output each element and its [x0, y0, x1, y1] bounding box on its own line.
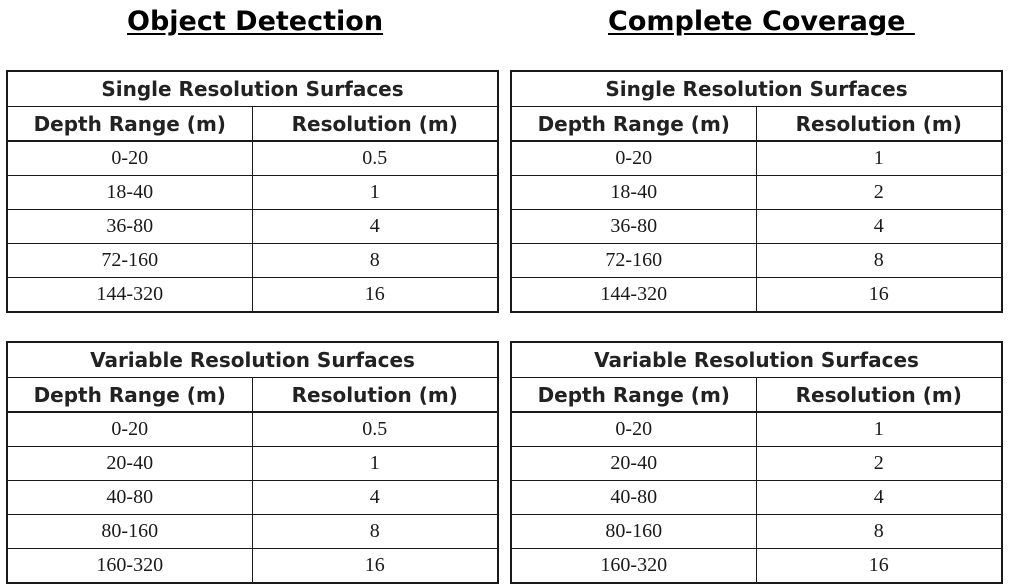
depth-range-cell: 18-40 [6, 175, 253, 210]
table-row: 160-320 16 [6, 548, 499, 584]
table-row: 0-20 0.5 [6, 411, 499, 447]
resolution-cell: 8 [251, 243, 499, 278]
resolution-cell: 16 [251, 277, 499, 313]
table-title: Variable Resolution Surfaces [6, 341, 499, 378]
depth-range-cell: 80-160 [510, 514, 757, 549]
depth-range-cell: 18-40 [510, 175, 757, 210]
depth-range-cell: 36-80 [6, 209, 253, 244]
depth-range-cell: 144-320 [6, 277, 253, 313]
table-row: 18-40 1 [6, 175, 499, 210]
column-header-resolution: Resolution (m) [755, 106, 1003, 142]
depth-range-cell: 36-80 [510, 209, 757, 244]
column-header-resolution: Resolution (m) [251, 377, 499, 413]
column-header-resolution: Resolution (m) [251, 106, 499, 142]
depth-range-cell: 40-80 [6, 480, 253, 515]
column-header-depth-range: Depth Range (m) [510, 106, 757, 142]
table-row: 36-80 4 [510, 209, 1003, 244]
resolution-cell: 8 [755, 243, 1003, 278]
depth-range-cell: 0-20 [510, 140, 757, 176]
table-row: 20-40 2 [510, 446, 1003, 481]
resolution-cell: 1 [755, 411, 1003, 447]
depth-range-cell: 72-160 [510, 243, 757, 278]
depth-range-cell: 0-20 [6, 411, 253, 447]
table-row: 80-160 8 [510, 514, 1003, 549]
table-row: 20-40 1 [6, 446, 499, 481]
resolution-cell: 1 [755, 140, 1003, 176]
resolution-cell: 8 [251, 514, 499, 549]
resolution-cell: 1 [251, 175, 499, 210]
resolution-cell: 16 [755, 548, 1003, 584]
depth-range-cell: 72-160 [6, 243, 253, 278]
table-title: Single Resolution Surfaces [6, 70, 499, 107]
resolution-cell: 4 [755, 209, 1003, 244]
resolution-cell: 2 [755, 175, 1003, 210]
table-row: 72-160 8 [6, 243, 499, 278]
resolution-cell: 0.5 [251, 411, 499, 447]
table-title: Single Resolution Surfaces [510, 70, 1003, 107]
resolution-cell: 16 [755, 277, 1003, 313]
table-row: 40-80 4 [6, 480, 499, 515]
complete-coverage-heading: Complete Coverage [608, 6, 915, 37]
depth-range-cell: 160-320 [6, 548, 253, 584]
resolution-cell: 1 [251, 446, 499, 481]
resolution-cell: 4 [251, 480, 499, 515]
depth-range-cell: 80-160 [6, 514, 253, 549]
table-row: 18-40 2 [510, 175, 1003, 210]
resolution-cell: 0.5 [251, 140, 499, 176]
depth-range-cell: 0-20 [510, 411, 757, 447]
table-row: 72-160 8 [510, 243, 1003, 278]
table-row: 0-20 0.5 [6, 140, 499, 176]
od-single-resolution-table: Single Resolution Surfaces Depth Range (… [6, 70, 500, 313]
resolution-cell: 2 [755, 446, 1003, 481]
od-variable-resolution-table: Variable Resolution Surfaces Depth Range… [6, 341, 500, 584]
column-header-depth-range: Depth Range (m) [6, 377, 253, 413]
depth-range-cell: 20-40 [6, 446, 253, 481]
cc-variable-resolution-table: Variable Resolution Surfaces Depth Range… [510, 341, 1004, 584]
column-header-resolution: Resolution (m) [755, 377, 1003, 413]
object-detection-heading: Object Detection [127, 6, 384, 37]
table-title: Variable Resolution Surfaces [510, 341, 1003, 378]
depth-range-cell: 160-320 [510, 548, 757, 584]
column-header-depth-range: Depth Range (m) [510, 377, 757, 413]
resolution-cell: 4 [251, 209, 499, 244]
table-row: 80-160 8 [6, 514, 499, 549]
table-row: 160-320 16 [510, 548, 1003, 584]
resolution-cell: 4 [755, 480, 1003, 515]
table-row: 144-320 16 [510, 277, 1003, 313]
column-header-depth-range: Depth Range (m) [6, 106, 253, 142]
resolution-cell: 8 [755, 514, 1003, 549]
table-row: 0-20 1 [510, 140, 1003, 176]
table-row: 40-80 4 [510, 480, 1003, 515]
cc-single-resolution-table: Single Resolution Surfaces Depth Range (… [510, 70, 1004, 313]
depth-range-cell: 0-20 [6, 140, 253, 176]
resolution-cell: 16 [251, 548, 499, 584]
table-row: 36-80 4 [6, 209, 499, 244]
table-row: 144-320 16 [6, 277, 499, 313]
table-row: 0-20 1 [510, 411, 1003, 447]
depth-range-cell: 144-320 [510, 277, 757, 313]
depth-range-cell: 20-40 [510, 446, 757, 481]
depth-range-cell: 40-80 [510, 480, 757, 515]
